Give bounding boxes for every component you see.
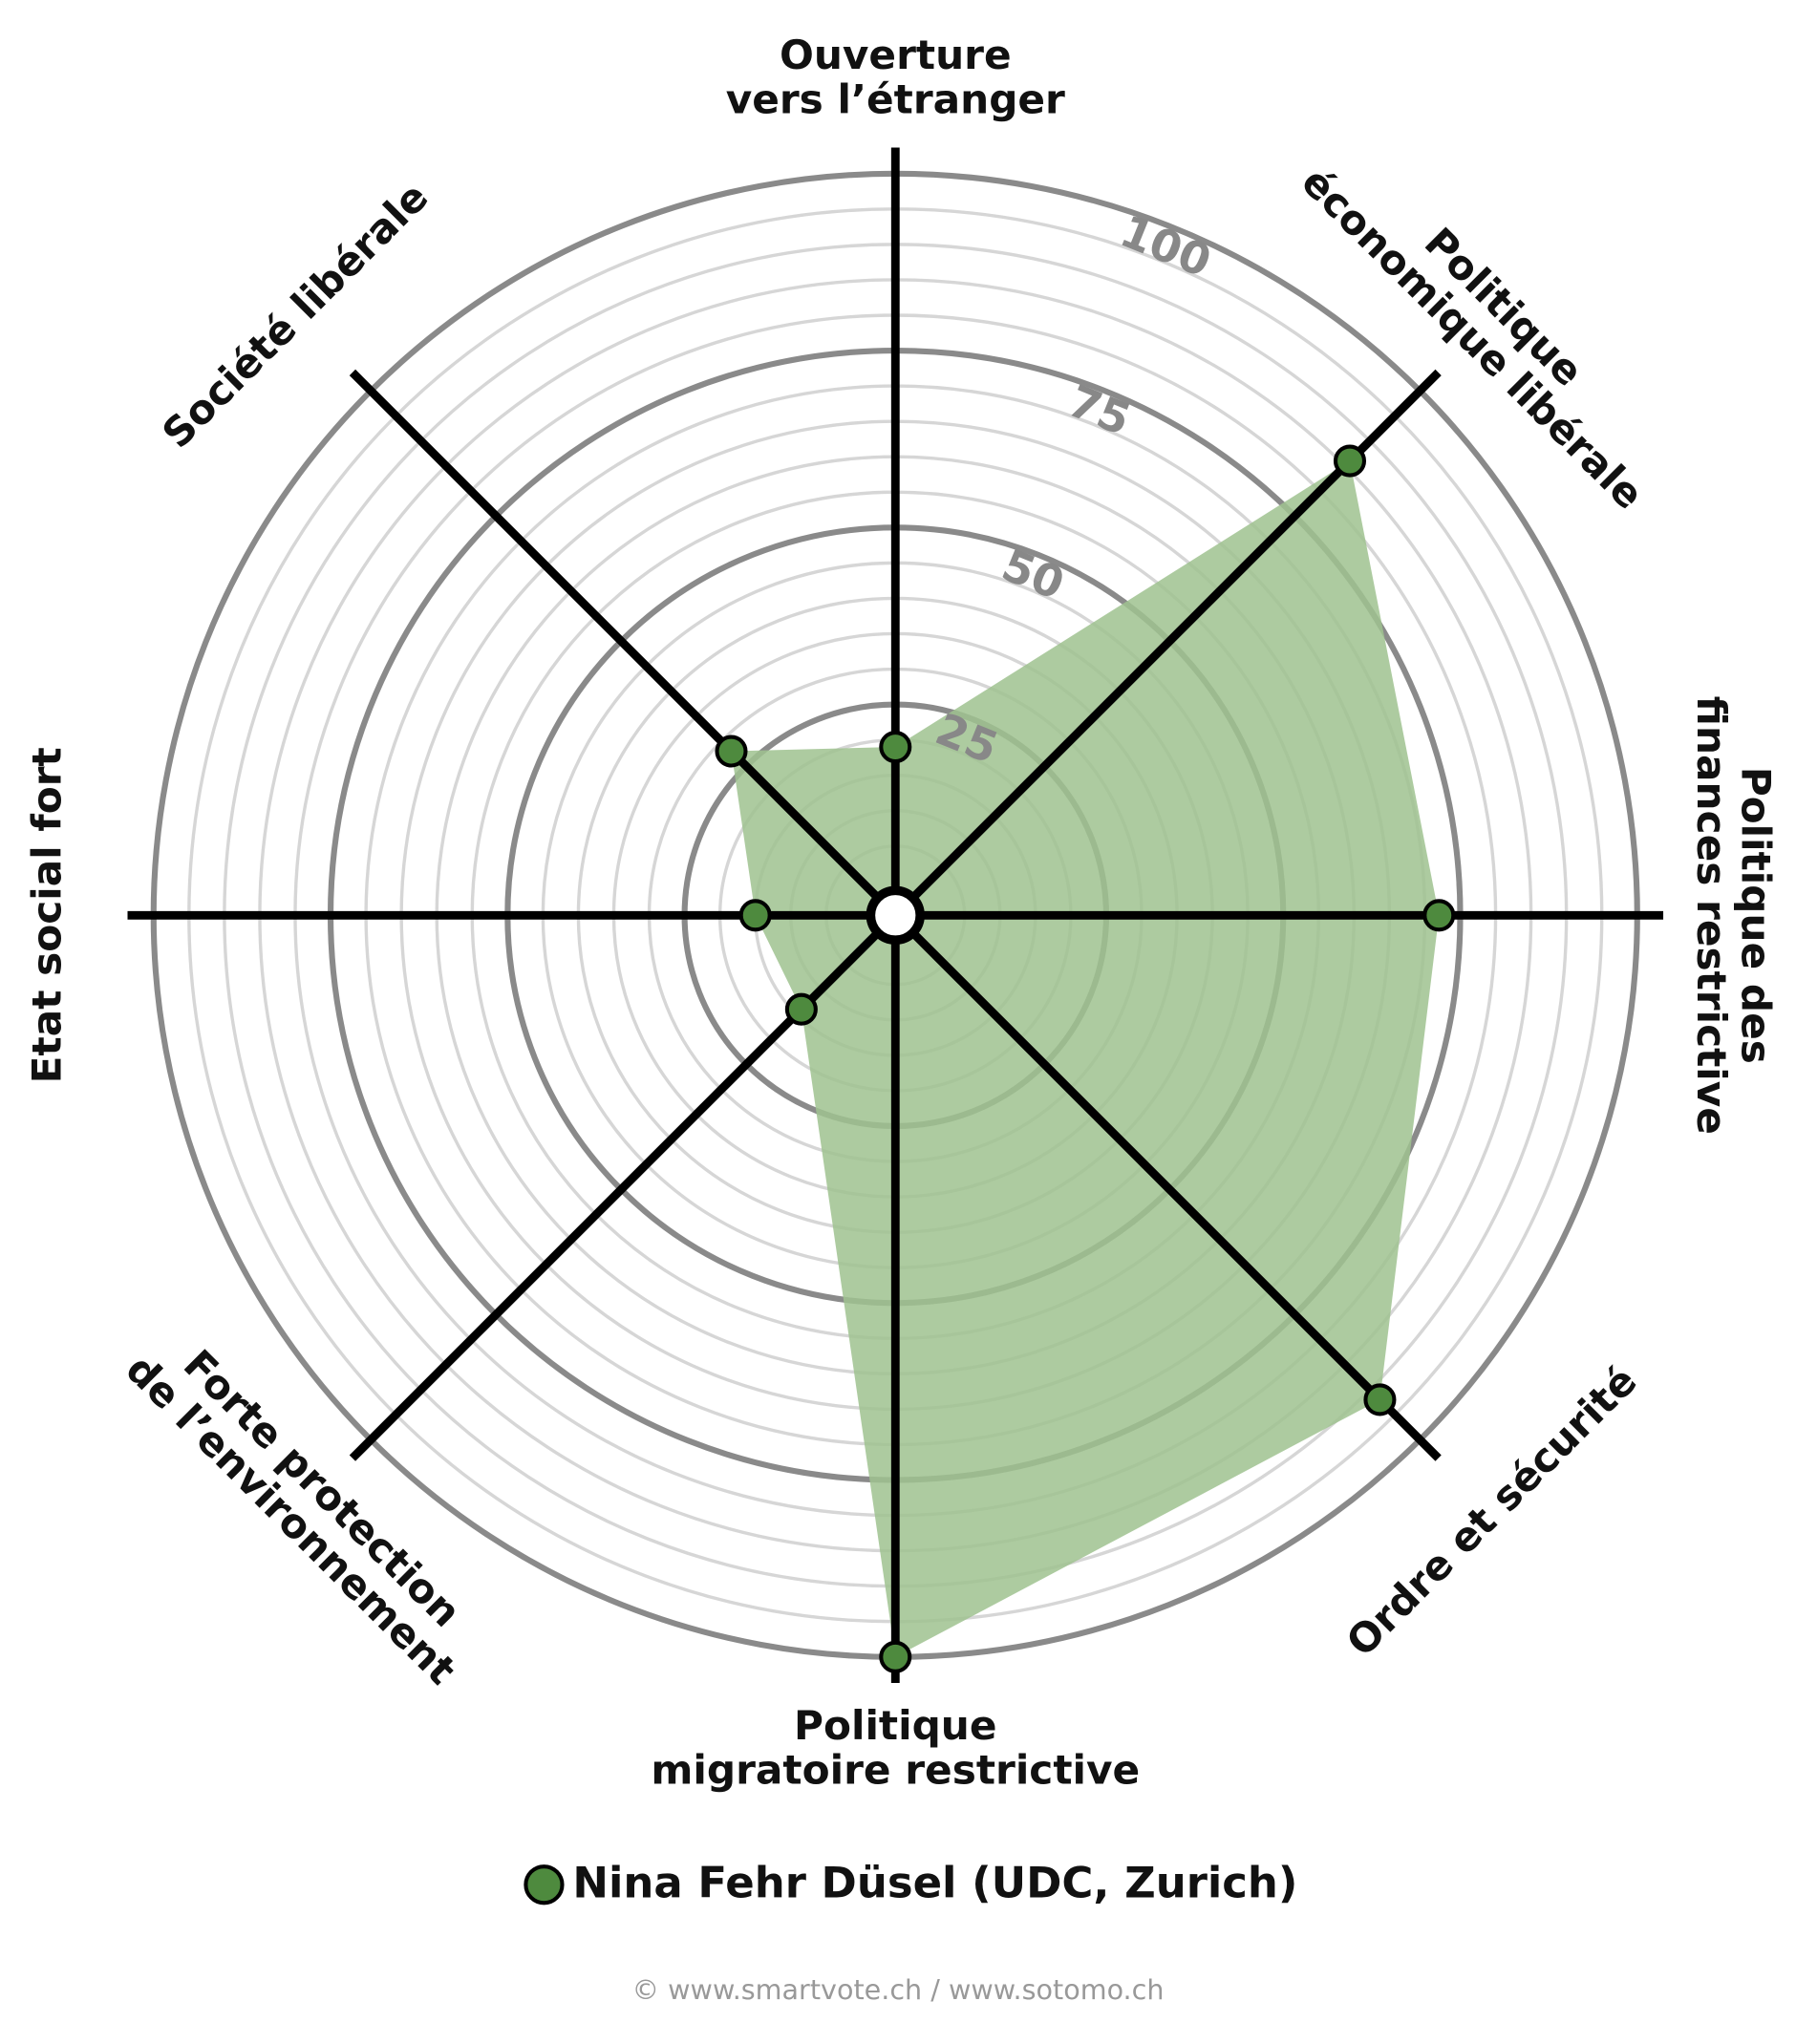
axis-label-line: Politique <box>794 1702 996 1749</box>
axis-label-line: migratoire restrictive <box>651 1747 1140 1794</box>
axis-line <box>349 912 899 1461</box>
r-tick-label: 50 <box>994 539 1071 609</box>
data-point <box>1422 899 1456 932</box>
legend-marker <box>524 1864 565 1906</box>
r-tick-label: 100 <box>1113 205 1218 287</box>
axis-label-line: Politique des <box>1733 767 1780 1064</box>
data-point <box>784 992 818 1026</box>
radar-area <box>731 460 1440 1657</box>
axis-label-line: finances restrictive <box>1688 696 1735 1135</box>
center <box>866 885 925 945</box>
data-point <box>879 731 912 764</box>
data-point <box>1363 1383 1397 1416</box>
r-tick-label: 75 <box>1061 374 1138 445</box>
axis-line <box>349 369 899 919</box>
axis-label-line: Ouverture <box>780 32 1012 78</box>
axis-line <box>892 912 1442 1461</box>
data-point <box>715 735 748 768</box>
axis-label: Etat social fort <box>23 747 70 1083</box>
footer: © www.smartvote.ch / www.sotomo.ch <box>631 1973 1164 2006</box>
data-point <box>1333 444 1367 478</box>
axis-label-line: vers l’étranger <box>726 75 1065 122</box>
data-point <box>738 899 772 932</box>
data-point <box>879 1640 912 1673</box>
legend-label: Nina Fehr Düsel (UDC, Zurich) <box>572 1858 1297 1908</box>
axis-label-line: Etat social fort <box>23 747 70 1083</box>
